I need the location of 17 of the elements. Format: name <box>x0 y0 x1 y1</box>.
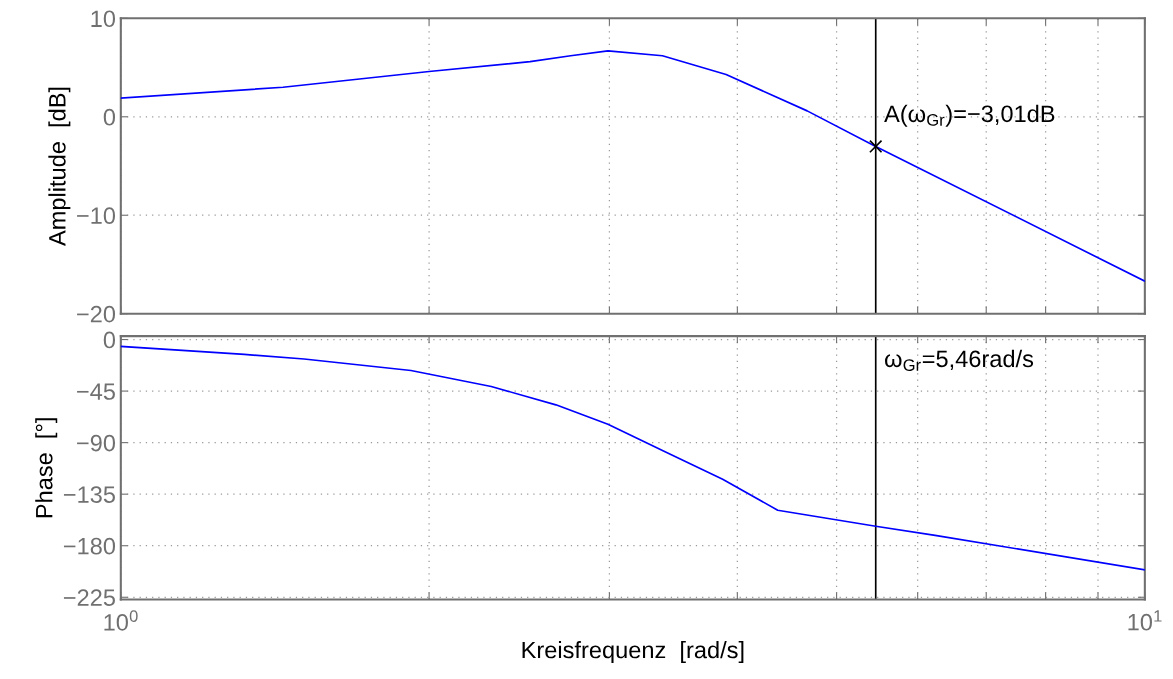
y-tick-label: 0 <box>103 331 116 349</box>
y-tick-label: −135 <box>63 486 115 503</box>
x-tick-label: 10$^{0}$ <box>104 610 138 631</box>
y-tick-label: −225 <box>63 589 115 607</box>
y-axis-title: Amplitude [dB] <box>48 87 71 247</box>
y-tick-label: −180 <box>63 537 116 555</box>
x-tick-label: 10$^{1}$ <box>1128 610 1162 631</box>
y-axis-title: Phase [°] <box>35 418 58 518</box>
x-axis-title: Kreisfrequenz [rad/s] <box>522 641 744 664</box>
y-tick-label: −90 <box>77 434 116 452</box>
ref-line-label: ω$_{Gr}$=5,46rad/s <box>885 349 1034 371</box>
annotation: A(ω$_{Gr}$)=−3,01dB <box>884 104 1055 127</box>
y-tick-label: −45 <box>77 383 115 400</box>
y-tick-label: −20 <box>77 305 116 323</box>
y-tick-label: 0 <box>103 108 116 126</box>
y-tick-label: −10 <box>77 207 116 225</box>
y-tick-label: 10 <box>91 10 116 28</box>
